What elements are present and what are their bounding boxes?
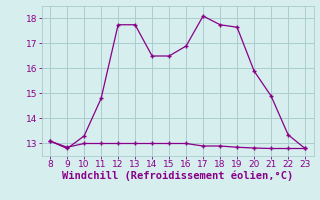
- X-axis label: Windchill (Refroidissement éolien,°C): Windchill (Refroidissement éolien,°C): [62, 171, 293, 181]
